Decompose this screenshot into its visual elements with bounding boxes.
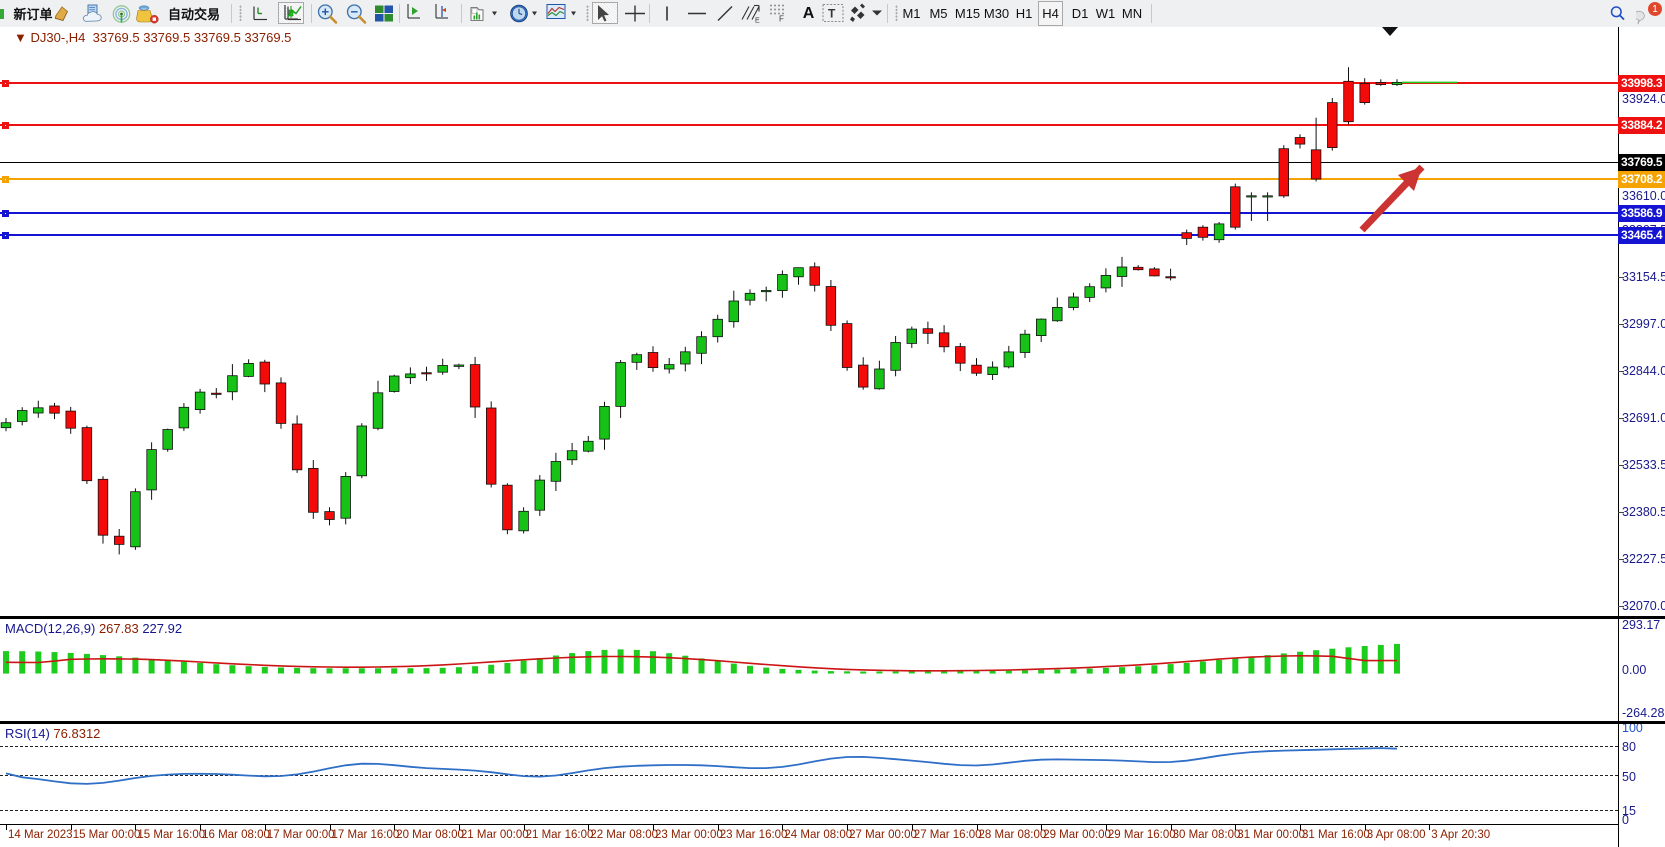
svg-text:F: F <box>779 15 784 24</box>
svg-text:E: E <box>755 18 760 25</box>
svg-text:T: T <box>828 7 836 21</box>
